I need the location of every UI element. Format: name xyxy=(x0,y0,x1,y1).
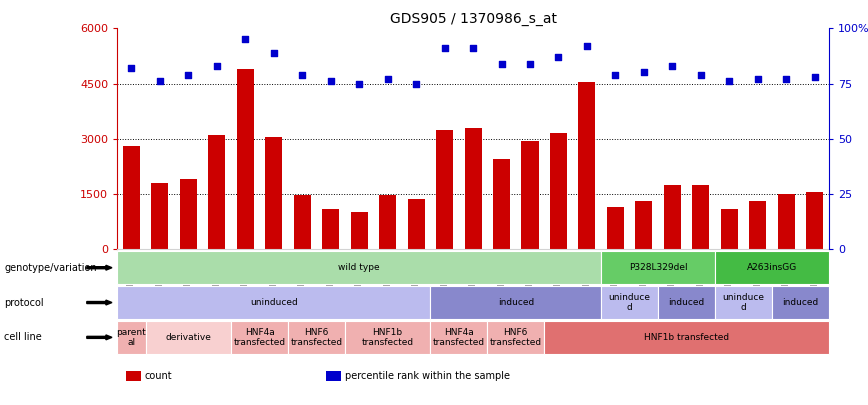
Bar xyxy=(778,194,795,249)
Point xyxy=(694,71,707,78)
Point xyxy=(779,76,793,82)
Bar xyxy=(288,321,345,354)
Bar xyxy=(117,251,602,284)
Point xyxy=(666,63,680,69)
Bar xyxy=(464,128,482,249)
Point xyxy=(381,76,395,82)
Text: parent
al: parent al xyxy=(116,328,147,347)
Text: wild type: wild type xyxy=(339,263,380,272)
Point xyxy=(808,74,822,80)
Text: HNF6
transfected: HNF6 transfected xyxy=(490,328,542,347)
Text: induced: induced xyxy=(497,298,534,307)
Bar xyxy=(658,286,715,319)
Bar xyxy=(379,195,396,249)
Point xyxy=(523,60,537,67)
Bar xyxy=(322,209,339,249)
Point xyxy=(409,80,423,87)
Text: HNF1b
transfected: HNF1b transfected xyxy=(362,328,414,347)
Bar xyxy=(664,185,681,249)
Bar xyxy=(117,286,431,319)
Bar xyxy=(436,130,453,249)
Bar xyxy=(408,199,424,249)
Bar xyxy=(208,135,226,249)
Bar xyxy=(715,251,829,284)
Text: uninduced: uninduced xyxy=(250,298,298,307)
Bar xyxy=(578,82,595,249)
Bar xyxy=(345,321,431,354)
Bar xyxy=(602,251,715,284)
Bar xyxy=(237,69,253,249)
Bar xyxy=(635,201,653,249)
Point xyxy=(295,71,309,78)
Text: HNF6
transfected: HNF6 transfected xyxy=(291,328,343,347)
Point xyxy=(751,76,765,82)
Point xyxy=(495,60,509,67)
Text: cell line: cell line xyxy=(4,333,42,342)
Text: count: count xyxy=(145,371,173,381)
Bar xyxy=(715,286,772,319)
Point xyxy=(551,54,565,60)
Point xyxy=(722,78,736,85)
Bar xyxy=(351,212,368,249)
Bar xyxy=(772,286,829,319)
Bar xyxy=(749,201,766,249)
Point xyxy=(210,63,224,69)
Bar xyxy=(293,195,311,249)
Text: genotype/variation: genotype/variation xyxy=(4,263,97,273)
Point xyxy=(437,45,451,51)
Point xyxy=(181,71,195,78)
Text: induced: induced xyxy=(782,298,819,307)
Point xyxy=(124,65,138,71)
Bar xyxy=(493,159,510,249)
Bar xyxy=(151,183,168,249)
Bar xyxy=(806,192,823,249)
Bar xyxy=(544,321,829,354)
Bar xyxy=(607,207,624,249)
Bar xyxy=(522,141,538,249)
Bar xyxy=(487,321,544,354)
Bar xyxy=(693,185,709,249)
Point xyxy=(239,36,253,43)
Point xyxy=(466,45,480,51)
Bar xyxy=(266,137,282,249)
Text: A263insGG: A263insGG xyxy=(746,263,797,272)
Text: induced: induced xyxy=(668,298,705,307)
Bar xyxy=(550,133,567,249)
Bar xyxy=(146,321,231,354)
Text: uninduce
d: uninduce d xyxy=(722,293,765,312)
Text: HNF1b transfected: HNF1b transfected xyxy=(644,333,729,342)
Title: GDS905 / 1370986_s_at: GDS905 / 1370986_s_at xyxy=(390,12,556,26)
Text: P328L329del: P328L329del xyxy=(628,263,687,272)
Bar xyxy=(431,321,487,354)
Bar xyxy=(123,146,140,249)
Bar xyxy=(117,321,146,354)
Text: derivative: derivative xyxy=(166,333,211,342)
Point xyxy=(637,69,651,76)
Point xyxy=(580,43,594,49)
Point xyxy=(324,78,338,85)
Text: uninduce
d: uninduce d xyxy=(608,293,651,312)
Text: HNF4a
transfected: HNF4a transfected xyxy=(233,328,286,347)
Text: protocol: protocol xyxy=(4,298,44,307)
Bar xyxy=(602,286,658,319)
Point xyxy=(266,49,280,56)
Text: HNF4a
transfected: HNF4a transfected xyxy=(433,328,485,347)
Bar xyxy=(720,209,738,249)
Bar xyxy=(231,321,288,354)
Point xyxy=(352,80,366,87)
Bar xyxy=(431,286,602,319)
Point xyxy=(153,78,167,85)
Bar xyxy=(180,179,197,249)
Point xyxy=(608,71,622,78)
Text: percentile rank within the sample: percentile rank within the sample xyxy=(345,371,510,381)
